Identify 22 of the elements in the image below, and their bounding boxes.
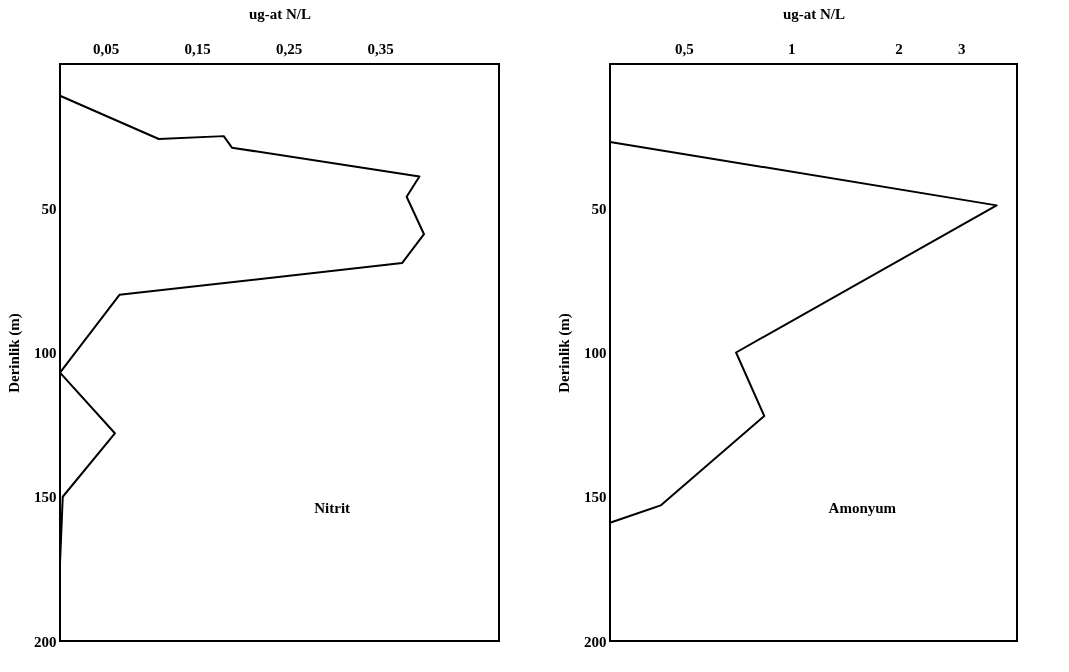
- x-tick-label: 0,35: [367, 40, 394, 57]
- x-tick-label: 0,5: [675, 40, 694, 57]
- y-tick-label: 100: [584, 345, 607, 361]
- y-tick-label: 50: [41, 200, 57, 217]
- x-tick-label: 3: [958, 40, 966, 57]
- annotation: Amonyum: [828, 500, 897, 517]
- y-tick-label: 200: [584, 633, 607, 650]
- x-tick-label: 2: [895, 40, 903, 57]
- annotation: Nitrit: [314, 500, 351, 517]
- y-tick-label: 150: [584, 489, 607, 506]
- y-axis-title: Derinlik (m): [6, 313, 23, 393]
- y-tick-label: 150: [34, 489, 57, 506]
- y-tick-label: 200: [34, 633, 57, 650]
- x-tick-label: 1: [788, 40, 796, 57]
- x-axis-title: ug-at N/L: [782, 5, 846, 22]
- x-axis-title: ug-at N/L: [248, 5, 312, 22]
- y-tick-label: 100: [34, 345, 57, 361]
- x-tick-label: 0,25: [276, 40, 303, 57]
- x-tick-label: 0,05: [93, 40, 120, 57]
- y-axis-title: Derinlik (m): [556, 313, 573, 393]
- x-tick-label: 0,15: [184, 40, 211, 57]
- y-tick-label: 50: [591, 200, 607, 217]
